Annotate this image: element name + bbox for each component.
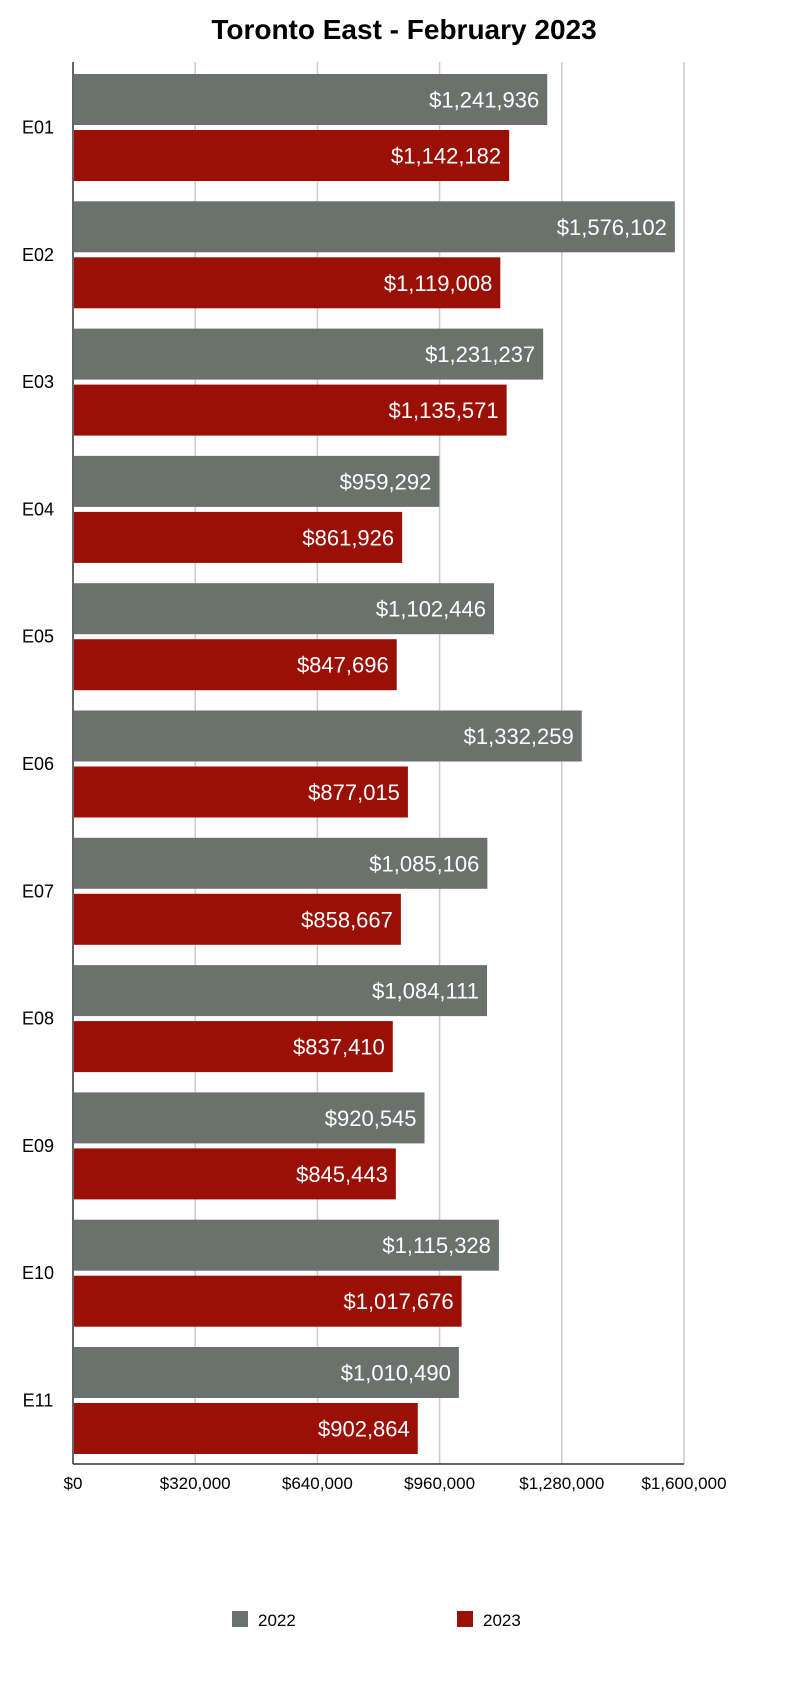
data-label: $1,017,676 <box>344 1289 454 1314</box>
bar <box>74 455 440 507</box>
bar <box>74 1092 425 1144</box>
legend-label: 2023 <box>483 1611 521 1630</box>
bar <box>74 893 401 945</box>
bar <box>74 583 494 635</box>
x-tick-label: $1,280,000 <box>519 1474 604 1493</box>
data-label: $1,135,571 <box>389 398 499 423</box>
data-label: $847,696 <box>297 653 389 678</box>
bar <box>74 1148 396 1200</box>
bar <box>74 130 510 181</box>
data-label: $1,084,111 <box>372 979 479 1004</box>
bar <box>74 837 488 889</box>
bar <box>74 1021 393 1073</box>
legend-label: 2022 <box>258 1611 296 1630</box>
data-label: $1,010,490 <box>341 1361 451 1386</box>
legend-swatch <box>457 1611 473 1627</box>
category-label: E04 <box>22 499 54 519</box>
category-label: E11 <box>23 1391 54 1411</box>
category-label: E10 <box>22 1263 54 1283</box>
bar <box>74 1403 418 1454</box>
legend: 2022 2023 <box>232 1611 521 1630</box>
data-label: $959,292 <box>340 469 432 494</box>
x-tick-label: $1,600,000 <box>641 1474 726 1493</box>
data-label: $1,119,008 <box>384 271 492 296</box>
bar <box>74 384 507 436</box>
data-label: $1,241,936 <box>429 88 539 113</box>
bar <box>74 1275 462 1327</box>
legend-swatch <box>232 1611 248 1627</box>
category-label: E01 <box>22 118 54 138</box>
category-label: E08 <box>22 1009 54 1029</box>
category-label: E02 <box>22 245 54 265</box>
category-label: E03 <box>22 372 54 392</box>
category-label: E07 <box>22 881 54 901</box>
bar <box>74 639 397 691</box>
bar <box>74 1219 499 1271</box>
data-label: $858,667 <box>301 907 393 932</box>
data-label: $845,443 <box>296 1162 388 1187</box>
category-label: E09 <box>22 1136 54 1156</box>
chart-title: Toronto East - February 2023 <box>211 14 596 45</box>
category-label: E05 <box>22 627 54 647</box>
data-label: $877,015 <box>308 780 400 805</box>
bar <box>74 201 675 253</box>
data-label: $1,231,237 <box>425 342 535 367</box>
x-tick-label: $320,000 <box>160 1474 231 1493</box>
x-tick-label: $640,000 <box>282 1474 353 1493</box>
data-label: $861,926 <box>302 525 394 550</box>
bar <box>74 710 582 762</box>
data-label: $1,332,259 <box>464 724 574 749</box>
data-label: $1,142,182 <box>391 144 501 169</box>
data-label: $1,102,446 <box>376 597 486 622</box>
bar <box>74 965 487 1017</box>
category-label: E06 <box>22 754 54 774</box>
bar <box>74 328 544 380</box>
data-label: $920,545 <box>325 1106 417 1131</box>
x-tick-label: $960,000 <box>404 1474 475 1493</box>
data-label: $1,115,328 <box>382 1233 490 1258</box>
data-label: $837,410 <box>293 1035 385 1060</box>
bar <box>74 766 408 818</box>
data-label: $902,864 <box>318 1417 410 1442</box>
data-label: $1,085,106 <box>369 851 479 876</box>
data-label: $1,576,102 <box>557 215 667 240</box>
bar <box>74 1347 459 1398</box>
bars: $1,241,936 $1,142,182 $1,576,102 $1,119,008… <box>74 74 675 1454</box>
x-tick-label: $0 <box>64 1474 83 1493</box>
bar <box>74 257 501 309</box>
axes: E01 E02 E03 E04 E05 E06 E07 E08 E09 E10 E11 $0 $320,… <box>22 62 727 1493</box>
bar <box>74 74 548 125</box>
bar <box>74 511 403 563</box>
